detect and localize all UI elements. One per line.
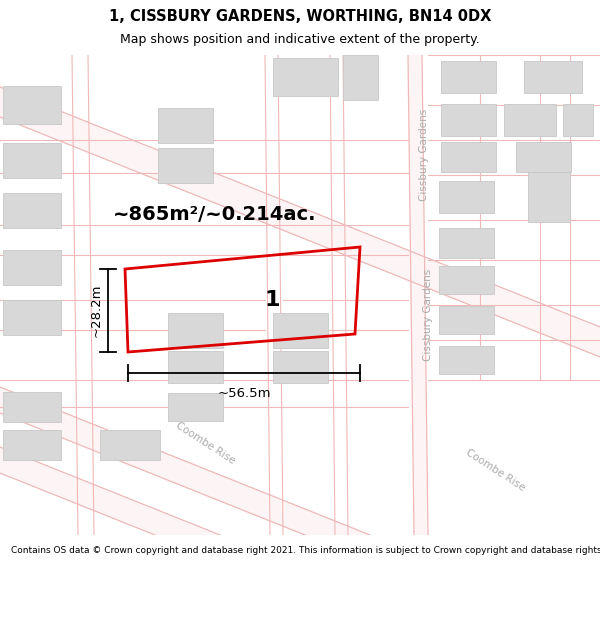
Polygon shape — [0, 87, 600, 357]
Text: ~865m²/~0.214ac.: ~865m²/~0.214ac. — [113, 206, 317, 224]
Polygon shape — [272, 58, 337, 96]
Polygon shape — [3, 192, 61, 228]
Text: Map shows position and indicative extent of the property.: Map shows position and indicative extent… — [120, 33, 480, 46]
Text: Cissbury Gardens: Cissbury Gardens — [423, 269, 433, 361]
Polygon shape — [272, 351, 328, 383]
Text: Coombe Rise: Coombe Rise — [464, 447, 526, 493]
Polygon shape — [440, 104, 496, 136]
Text: Contains OS data © Crown copyright and database right 2021. This information is : Contains OS data © Crown copyright and d… — [11, 546, 600, 555]
Polygon shape — [3, 142, 61, 177]
Polygon shape — [563, 104, 593, 136]
Polygon shape — [439, 228, 493, 258]
Polygon shape — [515, 142, 571, 172]
Polygon shape — [167, 312, 223, 348]
Polygon shape — [3, 249, 61, 284]
Text: Cissbury Gardens: Cissbury Gardens — [419, 109, 429, 201]
Polygon shape — [157, 107, 212, 142]
Polygon shape — [157, 148, 212, 182]
Polygon shape — [3, 430, 61, 460]
Text: 1, CISSBURY GARDENS, WORTHING, BN14 0DX: 1, CISSBURY GARDENS, WORTHING, BN14 0DX — [109, 9, 491, 24]
Text: 1: 1 — [264, 291, 280, 311]
Polygon shape — [440, 61, 496, 93]
Polygon shape — [343, 54, 377, 99]
Polygon shape — [0, 387, 600, 625]
Polygon shape — [440, 142, 496, 172]
Text: Coombe Rise: Coombe Rise — [173, 420, 236, 466]
Polygon shape — [3, 86, 61, 124]
Polygon shape — [3, 299, 61, 334]
Text: ~56.5m: ~56.5m — [217, 387, 271, 400]
Polygon shape — [272, 312, 328, 348]
Polygon shape — [524, 61, 582, 93]
Polygon shape — [408, 55, 428, 535]
Polygon shape — [167, 351, 223, 383]
Polygon shape — [439, 266, 493, 294]
Polygon shape — [3, 392, 61, 422]
Polygon shape — [504, 104, 556, 136]
Polygon shape — [528, 172, 570, 222]
Polygon shape — [439, 181, 493, 213]
Text: ~28.2m: ~28.2m — [90, 284, 103, 338]
Polygon shape — [439, 346, 493, 374]
Polygon shape — [0, 447, 600, 625]
Polygon shape — [167, 393, 223, 421]
Polygon shape — [100, 430, 160, 460]
Polygon shape — [439, 306, 493, 334]
